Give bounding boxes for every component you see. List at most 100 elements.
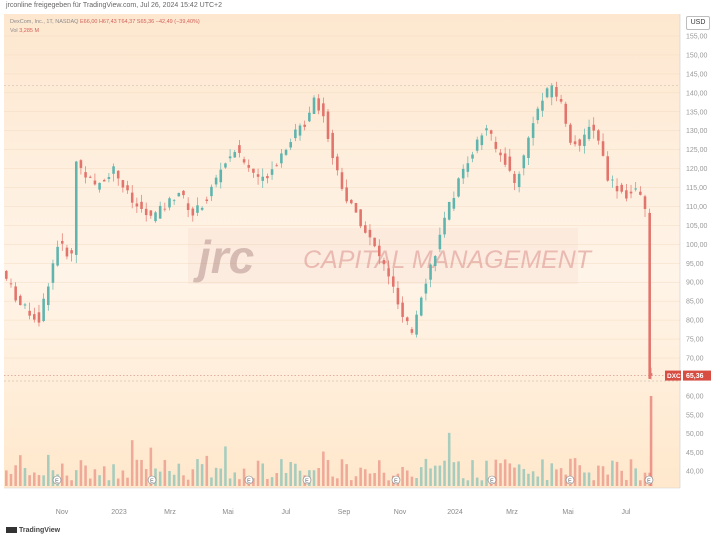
candle[interactable] [102,178,106,182]
candle[interactable] [84,166,87,184]
candle[interactable] [587,119,591,141]
candle[interactable] [270,161,274,180]
candle[interactable] [569,122,572,146]
candle[interactable] [191,206,195,222]
candle[interactable] [522,154,526,176]
candle[interactable] [401,296,404,323]
candle[interactable] [326,108,330,143]
candle[interactable] [219,162,223,189]
candle[interactable] [536,106,540,124]
candle[interactable] [149,209,153,219]
candle[interactable] [429,263,432,288]
candle[interactable] [261,168,265,188]
candle[interactable] [130,185,134,209]
candle[interactable] [419,296,423,317]
candle[interactable] [452,191,456,212]
candle[interactable] [601,133,605,157]
candle[interactable] [480,133,484,151]
candle[interactable] [79,159,83,175]
candle[interactable] [559,94,563,104]
candle[interactable] [19,294,22,306]
candle[interactable] [620,182,623,194]
candle[interactable] [471,151,474,163]
candle[interactable] [88,175,92,179]
earnings-marker[interactable]: E [302,475,312,485]
candle[interactable] [205,196,209,204]
candle[interactable] [182,189,185,199]
candle[interactable] [494,136,498,153]
candle[interactable] [597,129,600,145]
candle[interactable] [256,168,260,185]
candle[interactable] [37,304,41,327]
candle[interactable] [9,278,13,288]
candle[interactable] [354,202,358,213]
candle[interactable] [294,123,297,142]
candle[interactable] [336,153,339,176]
candle[interactable] [359,209,362,229]
currency-button[interactable]: USD [686,16,710,30]
candle[interactable] [317,94,320,115]
candle[interactable] [648,208,651,379]
candle[interactable] [531,116,535,146]
candle[interactable] [606,151,609,182]
candle[interactable] [47,283,50,311]
candle[interactable] [168,196,171,211]
candle[interactable] [634,182,637,192]
candle[interactable] [196,197,199,217]
candle[interactable] [177,192,181,197]
candle[interactable] [233,150,237,158]
candle[interactable] [340,167,344,191]
candle[interactable] [629,184,633,199]
candle[interactable] [513,171,516,191]
candle[interactable] [210,184,213,202]
candle[interactable] [503,147,507,168]
candle[interactable] [592,117,596,139]
candle[interactable] [60,233,64,251]
candle[interactable] [107,173,111,183]
earnings-marker[interactable]: E [244,475,254,485]
candle[interactable] [415,310,418,338]
candle[interactable] [74,160,78,264]
candle[interactable] [266,173,269,184]
candle[interactable] [345,179,348,204]
candle[interactable] [172,198,176,205]
candle[interactable] [163,202,167,212]
candle[interactable] [489,129,493,141]
earnings-marker[interactable]: E [52,475,62,485]
candle[interactable] [396,281,400,310]
earnings-marker[interactable]: E [644,475,654,485]
candle[interactable] [14,282,17,303]
candle[interactable] [308,106,311,123]
candle[interactable] [499,149,502,162]
candle[interactable] [461,164,465,184]
candle[interactable] [23,302,27,309]
candle[interactable] [475,136,479,154]
candle[interactable] [228,149,232,162]
candle[interactable] [649,367,653,380]
candle[interactable] [33,307,36,323]
candle[interactable] [466,156,470,178]
candle[interactable] [578,138,582,152]
candle[interactable] [65,244,69,260]
candle[interactable] [485,124,488,136]
candle[interactable] [391,268,395,294]
candle[interactable] [583,128,586,154]
candle[interactable] [224,162,227,169]
earnings-marker[interactable]: E [147,475,157,485]
candle[interactable] [200,206,204,211]
candle[interactable] [322,97,325,123]
candle[interactable] [42,293,45,323]
earnings-marker[interactable]: E [565,475,575,485]
candle[interactable] [438,227,442,253]
candle[interactable] [615,178,619,199]
candle[interactable] [639,186,642,196]
candle[interactable] [331,129,334,165]
candle[interactable] [70,247,73,262]
candle[interactable] [447,201,451,221]
candle[interactable] [298,123,302,141]
candle[interactable] [443,211,446,238]
candle[interactable] [275,163,279,167]
candle[interactable] [373,237,376,248]
candle[interactable] [284,148,288,157]
candle[interactable] [433,254,437,272]
